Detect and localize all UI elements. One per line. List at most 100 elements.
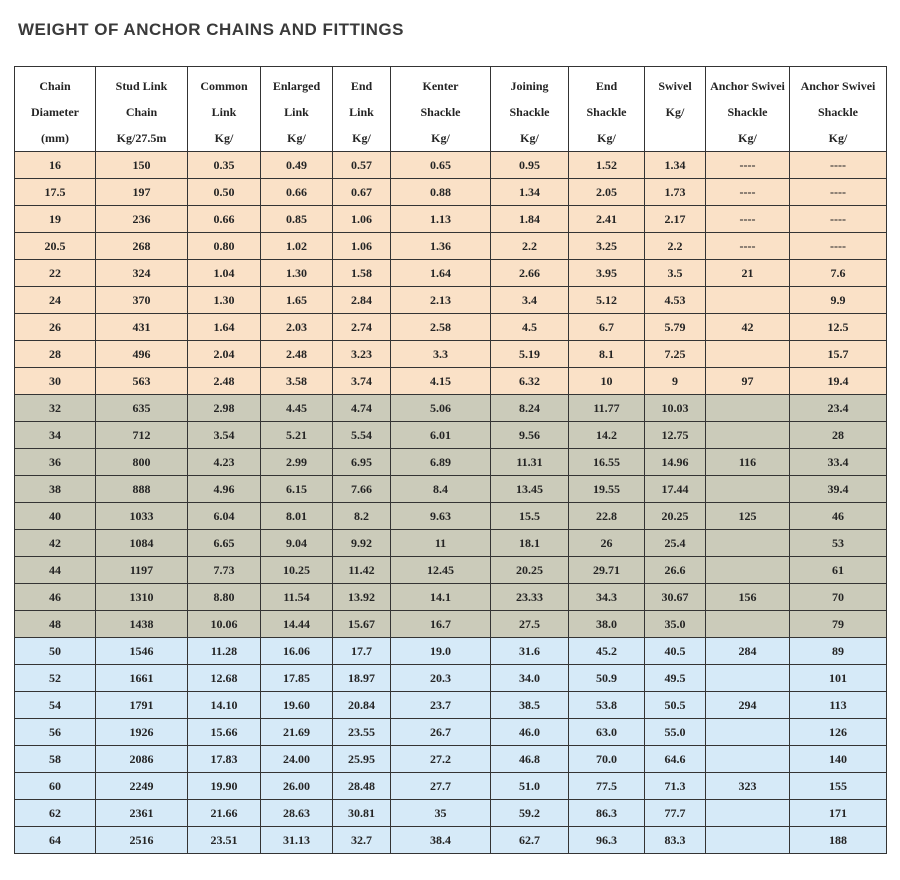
cell-kenter-shackle: 0.65: [390, 151, 491, 179]
header-line: Anchor Swivei: [800, 79, 876, 93]
cell-anchor-swivei-shackle-1: ----: [705, 178, 790, 206]
cell-common-link: 1.30: [187, 286, 261, 314]
header-line: Shackle: [586, 105, 627, 119]
cell-enlarged-link: 19.60: [260, 691, 333, 719]
cell-swivel: 77.7: [644, 799, 706, 827]
cell-kenter-shackle: 26.7: [390, 718, 491, 746]
cell-enlarged-link: 2.48: [260, 340, 333, 368]
cell-enlarged-link: 14.44: [260, 610, 333, 638]
cell-joining-shackle: 51.0: [490, 772, 569, 800]
cell-stud-link-chain: 1546: [95, 637, 188, 665]
cell-stud-link-chain: 197: [95, 178, 188, 206]
cell-end-link: 20.84: [332, 691, 391, 719]
cell-chain-diameter: 38: [14, 475, 96, 503]
header-line: Joining: [510, 79, 549, 93]
cell-swivel: 35.0: [644, 610, 706, 638]
cell-stud-link-chain: 563: [95, 367, 188, 395]
cell-stud-link-chain: 236: [95, 205, 188, 233]
cell-chain-diameter: 60: [14, 772, 96, 800]
header-line: Enlarged: [272, 79, 321, 93]
cell-chain-diameter: 20.5: [14, 232, 96, 260]
cell-end-shackle: 5.12: [568, 286, 645, 314]
cell-joining-shackle: 13.45: [490, 475, 569, 503]
cell-enlarged-link: 8.01: [260, 502, 333, 530]
cell-chain-diameter: 28: [14, 340, 96, 368]
cell-anchor-swivei-shackle-2: 53: [789, 529, 887, 557]
cell-end-link: 23.55: [332, 718, 391, 746]
cell-anchor-swivei-shackle-2: ----: [789, 178, 887, 206]
cell-anchor-swivei-shackle-1: [705, 664, 790, 692]
cell-stud-link-chain: 1310: [95, 583, 188, 611]
table-row-58: 58 2086 17.83 24.00 25.95 27.2 46.8 70.0 64.6 140: [14, 745, 887, 773]
cell-kenter-shackle: 3.3: [390, 340, 491, 368]
cell-stud-link-chain: 1791: [95, 691, 188, 719]
cell-anchor-swivei-shackle-1: [705, 826, 790, 854]
cell-joining-shackle: 0.95: [490, 151, 569, 179]
cell-joining-shackle: 46.8: [490, 745, 569, 773]
cell-stud-link-chain: 1438: [95, 610, 188, 638]
header-line: Kg/: [520, 131, 539, 145]
header-line: Common: [200, 79, 248, 93]
table-row-24: 24 370 1.30 1.65 2.84 2.13 3.4 5.12 4.53 9.9: [14, 286, 887, 314]
cell-joining-shackle: 1.34: [490, 178, 569, 206]
cell-end-shackle: 70.0: [568, 745, 645, 773]
cell-joining-shackle: 18.1: [490, 529, 569, 557]
cell-anchor-swivei-shackle-2: 23.4: [789, 394, 887, 422]
cell-end-link: 5.54: [332, 421, 391, 449]
header-line: Diameter: [31, 105, 79, 119]
header-row: Chain Diameter (mm) Stud Link Chain Kg/27.5m C…: [14, 66, 887, 152]
cell-enlarged-link: 28.63: [260, 799, 333, 827]
cell-end-link: 8.2: [332, 502, 391, 530]
cell-chain-diameter: 36: [14, 448, 96, 476]
cell-end-link: 18.97: [332, 664, 391, 692]
cell-end-link: 1.06: [332, 205, 391, 233]
cell-enlarged-link: 0.49: [260, 151, 333, 179]
cell-chain-diameter: 32: [14, 394, 96, 422]
cell-common-link: 3.54: [187, 421, 261, 449]
anchor-chains-weight-table: Chain Diameter (mm) Stud Link Chain Kg/27.5m C…: [14, 66, 887, 854]
header-line: Kg/27.5m: [116, 131, 167, 145]
cell-stud-link-chain: 1084: [95, 529, 188, 557]
cell-end-shackle: 77.5: [568, 772, 645, 800]
cell-joining-shackle: 15.5: [490, 502, 569, 530]
header-line: End: [595, 79, 618, 93]
cell-enlarged-link: 10.25: [260, 556, 333, 584]
cell-end-link: 1.06: [332, 232, 391, 260]
cell-swivel: 49.5: [644, 664, 706, 692]
cell-joining-shackle: 8.24: [490, 394, 569, 422]
cell-swivel: 25.4: [644, 529, 706, 557]
table-row-20.5: 20.5 268 0.80 1.02 1.06 1.36 2.2 3.25 2.2 ---- ---…: [14, 232, 887, 260]
cell-kenter-shackle: 2.58: [390, 313, 491, 341]
cell-chain-diameter: 17.5: [14, 178, 96, 206]
cell-stud-link-chain: 888: [95, 475, 188, 503]
cell-swivel: 1.34: [644, 151, 706, 179]
cell-chain-diameter: 56: [14, 718, 96, 746]
header-cell-swivel: Swivel Kg/: [644, 66, 706, 152]
cell-anchor-swivei-shackle-2: 113: [789, 691, 887, 719]
table-row-22: 22 324 1.04 1.30 1.58 1.64 2.66 3.95 3.5 21 7.6: [14, 259, 887, 287]
cell-kenter-shackle: 9.63: [390, 502, 491, 530]
header-line: Kg/: [214, 131, 234, 145]
cell-kenter-shackle: 6.89: [390, 448, 491, 476]
cell-stud-link-chain: 1197: [95, 556, 188, 584]
cell-common-link: 4.23: [187, 448, 261, 476]
cell-end-shackle: 2.41: [568, 205, 645, 233]
cell-kenter-shackle: 27.2: [390, 745, 491, 773]
cell-anchor-swivei-shackle-1: [705, 529, 790, 557]
cell-common-link: 19.90: [187, 772, 261, 800]
table-row-50: 50 1546 11.28 16.06 17.7 19.0 31.6 45.2 40.5 284 8…: [14, 637, 887, 665]
cell-anchor-swivei-shackle-1: [705, 799, 790, 827]
cell-common-link: 14.10: [187, 691, 261, 719]
cell-enlarged-link: 1.30: [260, 259, 333, 287]
cell-end-link: 17.7: [332, 637, 391, 665]
cell-common-link: 6.65: [187, 529, 261, 557]
cell-kenter-shackle: 16.7: [390, 610, 491, 638]
cell-end-shackle: 22.8: [568, 502, 645, 530]
cell-anchor-swivei-shackle-2: ----: [789, 151, 887, 179]
cell-end-shackle: 19.55: [568, 475, 645, 503]
cell-swivel: 9: [644, 367, 706, 395]
cell-joining-shackle: 1.84: [490, 205, 569, 233]
cell-anchor-swivei-shackle-2: 79: [789, 610, 887, 638]
table-row-46: 46 1310 8.80 11.54 13.92 14.1 23.33 34.3 30.67 15…: [14, 583, 887, 611]
